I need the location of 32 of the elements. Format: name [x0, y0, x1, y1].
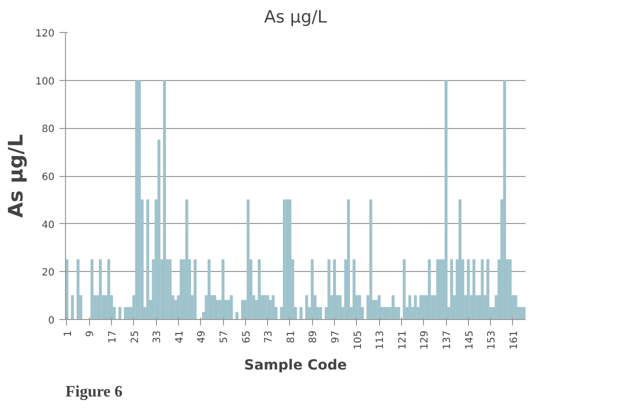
x-tick-label: 49	[196, 330, 208, 344]
x-tick-label: 129	[420, 330, 431, 350]
x-tick-label: 17	[108, 330, 118, 344]
x-tick-label: 73	[264, 330, 275, 344]
y-tick-label: 40	[42, 220, 55, 231]
caption: Figure 6	[66, 384, 123, 400]
x-tick-label: 25	[130, 330, 141, 344]
x-tick-label: 97	[330, 330, 342, 344]
x-tick-label: 113	[375, 330, 386, 350]
y-tick-label: 0	[48, 316, 55, 326]
x-tick-label: 161	[508, 330, 520, 350]
x-tick-label: 57	[219, 330, 230, 344]
y-tick-label: 60	[42, 172, 55, 183]
x-tick-label: 105	[352, 330, 364, 350]
x-tick-label: 1	[62, 330, 74, 337]
y-axis-title: As µg/L	[3, 134, 28, 218]
x-axis-title: Sample Code	[244, 358, 347, 374]
chart-title: As µg/L	[264, 8, 328, 28]
x-tick-label: 65	[241, 330, 252, 344]
y-tick-label: 80	[42, 124, 55, 136]
x-tick-label: 33	[152, 330, 164, 344]
x-tick-label: 89	[308, 330, 320, 344]
x-tick-label: 41	[174, 330, 186, 344]
x-tick-label: 145	[464, 330, 476, 350]
x-tick-label: 137	[442, 330, 454, 350]
y-tick-label: 120	[35, 28, 55, 40]
x-tick-label: 9	[85, 330, 96, 337]
y-tick-label: 100	[35, 76, 55, 88]
y-tick-label: 20	[42, 268, 55, 279]
x-tick-label: 153	[486, 330, 498, 350]
x-tick-label: 81	[286, 330, 297, 344]
x-tick-label: 121	[397, 330, 408, 350]
